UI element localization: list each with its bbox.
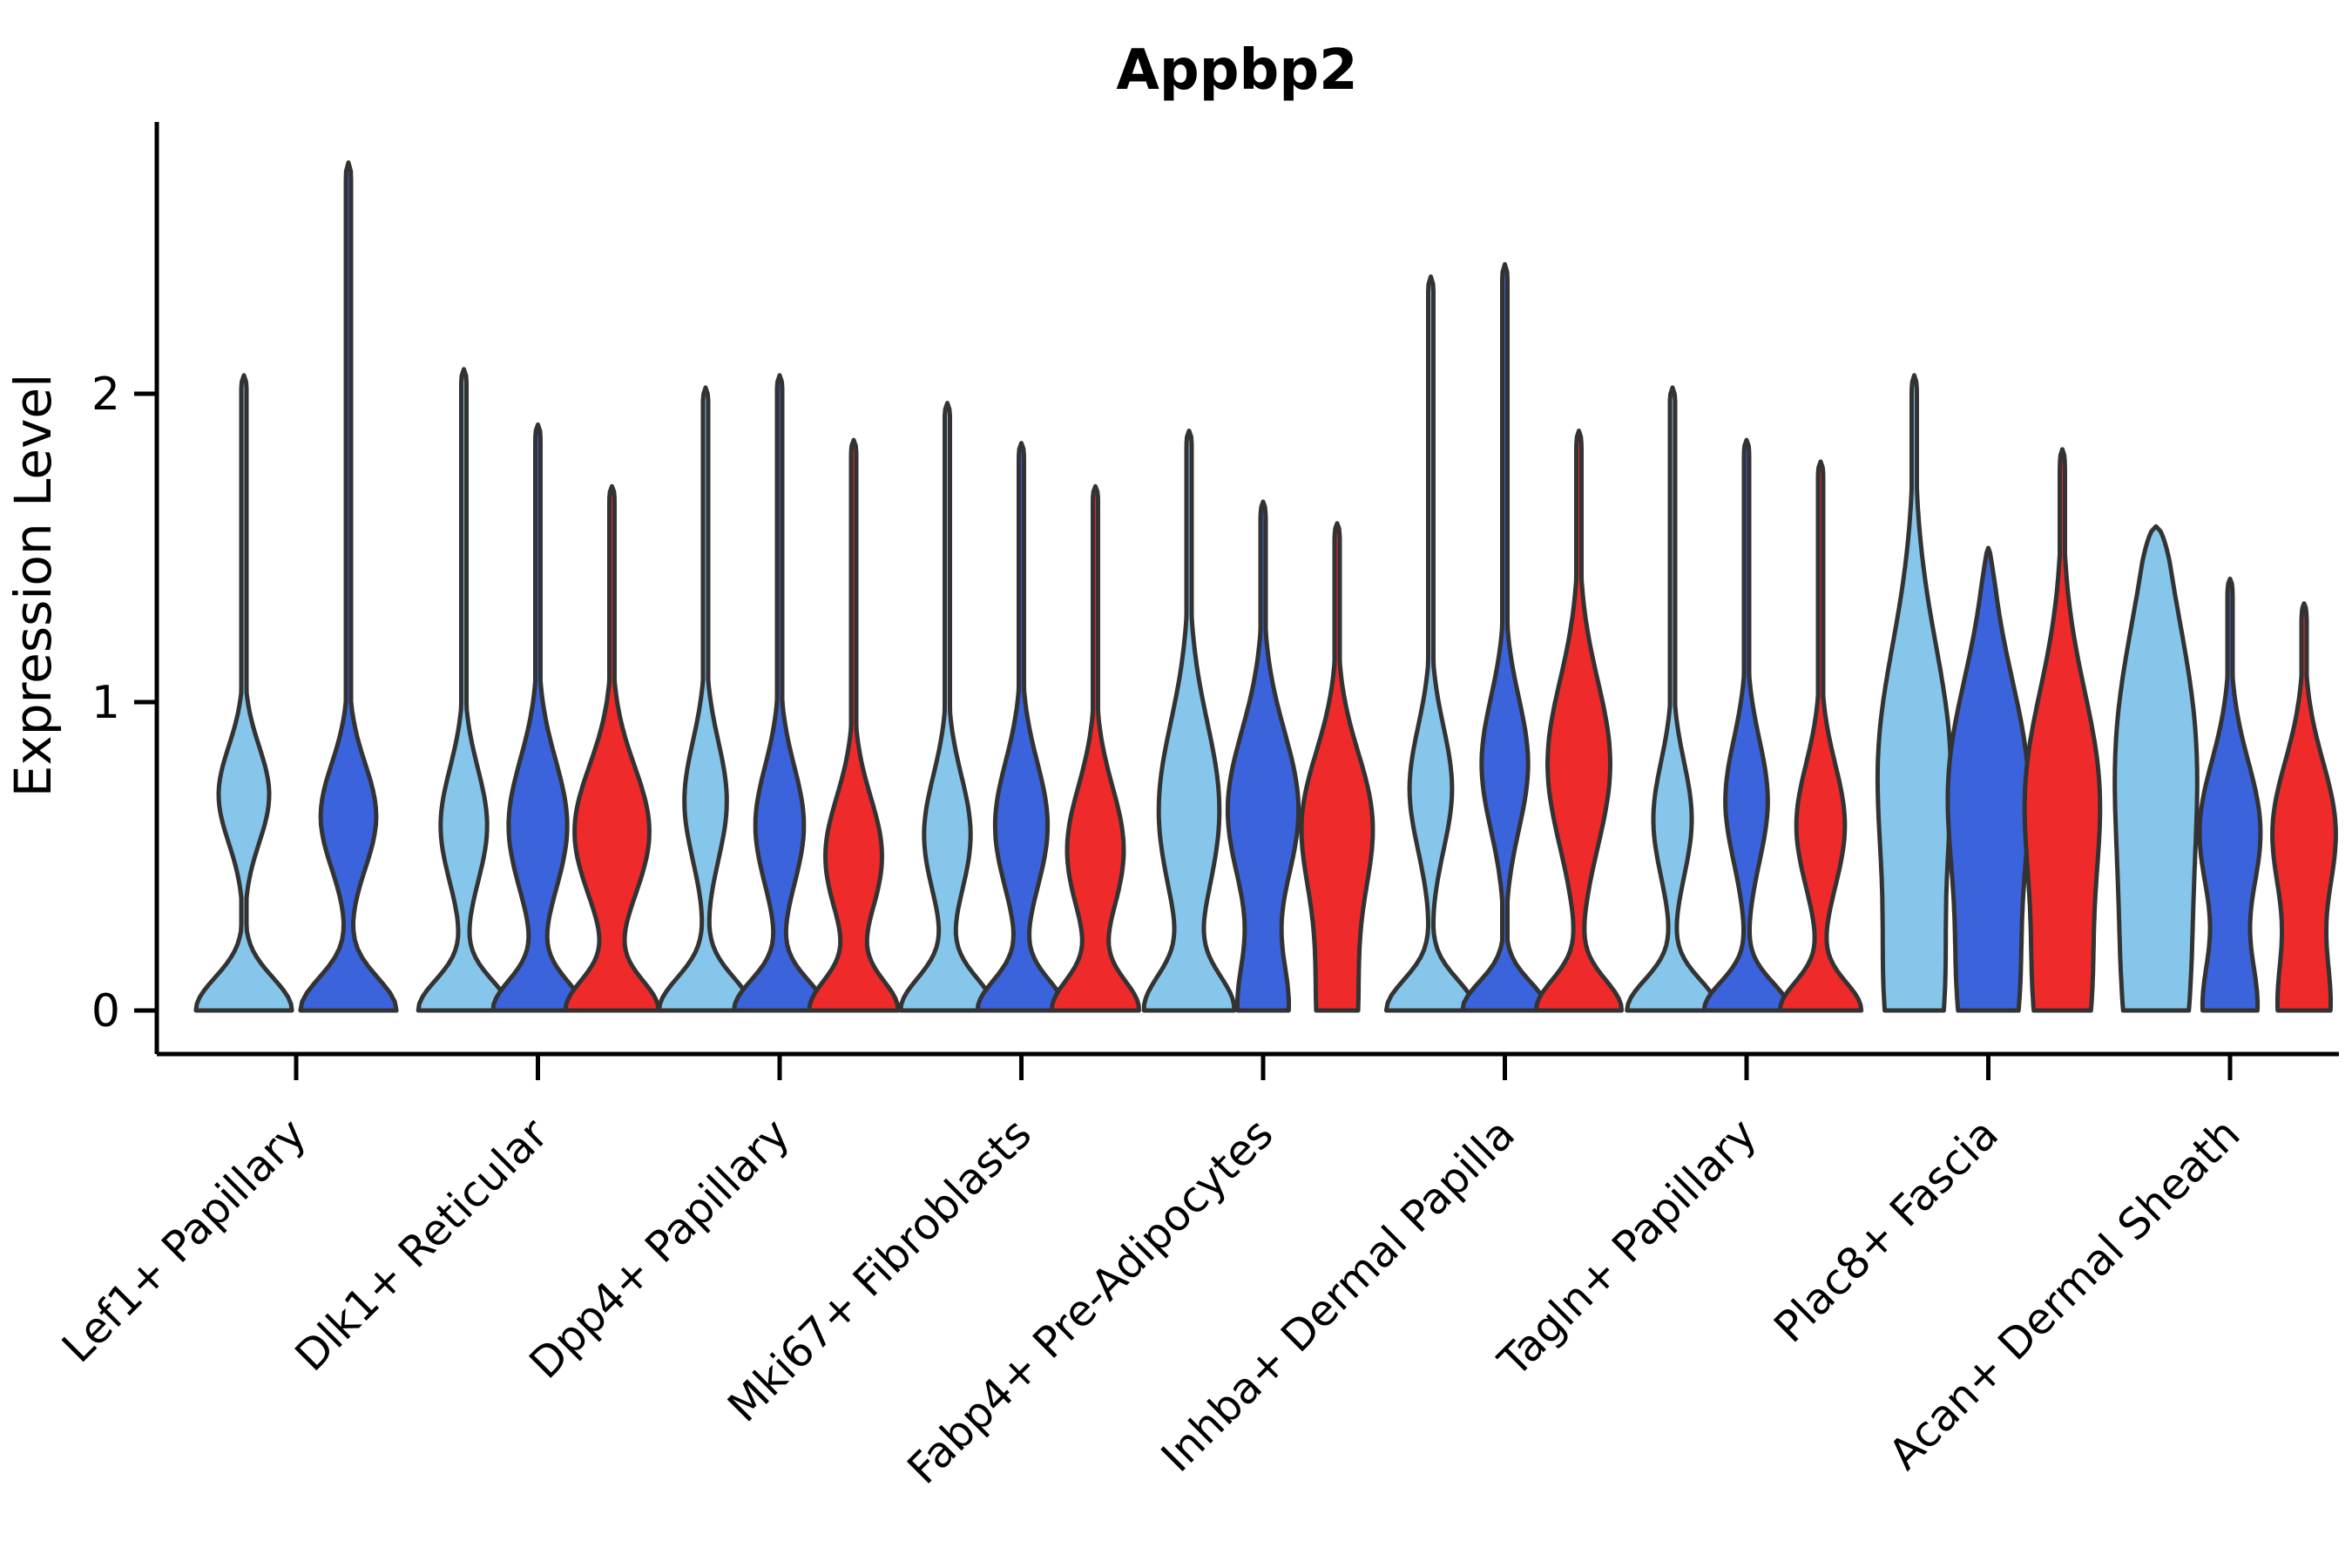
violin-mki67-fibroblasts-split-dark-blue [975, 441, 1068, 1013]
violin-plac8-fascia-split-light-blue [1875, 373, 1954, 1013]
violin-tagln-papillary-split-light-blue [1625, 385, 1720, 1013]
violin-tagln-papillary-split-red [1777, 459, 1864, 1013]
violin-lef1-papillary-split-dark-blue [298, 160, 399, 1013]
y-axis-label: Expression Level [3, 374, 63, 797]
violin-lef1-papillary-split-light-blue [193, 373, 294, 1013]
violin-acan-dermal-sheath-split-red [2270, 601, 2338, 1013]
violin-acan-dermal-sheath-split-dark-blue [2197, 576, 2263, 1013]
violin-dpp4-papillary-split-red [807, 437, 901, 1013]
violin-inhba-dermal-papilla-split-red [1533, 429, 1625, 1013]
violin-tagln-papillary-split-dark-blue [1701, 437, 1792, 1013]
x-tick-label-dlk1-reticular: Dlk1+ Reticular [286, 1109, 558, 1382]
y-tick-label: 2 [91, 368, 120, 421]
violin-fabp4-pre-adipocytes-split-light-blue [1141, 429, 1237, 1013]
x-tick-label-dpp4-papillary: Dpp4+ Papillary [520, 1109, 799, 1388]
violin-fabp4-pre-adipocytes-split-dark-blue [1225, 499, 1301, 1013]
violin-plac8-fascia-split-red [2022, 447, 2103, 1013]
y-tick-label: 0 [91, 985, 120, 1037]
violin-mki67-fibroblasts-split-red [1050, 483, 1141, 1013]
chart-title: Appbp2 [1116, 38, 1357, 103]
violin-mki67-fibroblasts-split-light-blue [898, 401, 997, 1013]
violin-dlk1-reticular-split-red [563, 483, 661, 1013]
violin-dpp4-papillary-split-dark-blue [732, 373, 828, 1013]
violin-dlk1-reticular-split-dark-blue [490, 422, 585, 1013]
violin-dpp4-papillary-split-light-blue [657, 385, 754, 1013]
violins-layer [193, 160, 2338, 1013]
violin-dlk1-reticular-split-light-blue [416, 367, 512, 1013]
x-tick-label-tagln-papillary: Tagln+ Papillary [1489, 1109, 1767, 1387]
violin-inhba-dermal-papilla-split-dark-blue [1460, 261, 1550, 1013]
violin-plac8-fascia-split-dark-blue [1945, 545, 2031, 1013]
x-tick-label-lef1-papillary: Lef1+ Papillary [52, 1109, 315, 1372]
y-tick-label: 1 [91, 677, 120, 729]
violin-inhba-dermal-papilla-split-light-blue [1383, 274, 1478, 1013]
x-tick-label-plac8-fascia: Plac8+ Fascia [1765, 1109, 2008, 1352]
violin-fabp4-pre-adipocytes-split-red [1299, 521, 1375, 1013]
violin-acan-dermal-sheath-split-light-blue [2112, 524, 2200, 1013]
